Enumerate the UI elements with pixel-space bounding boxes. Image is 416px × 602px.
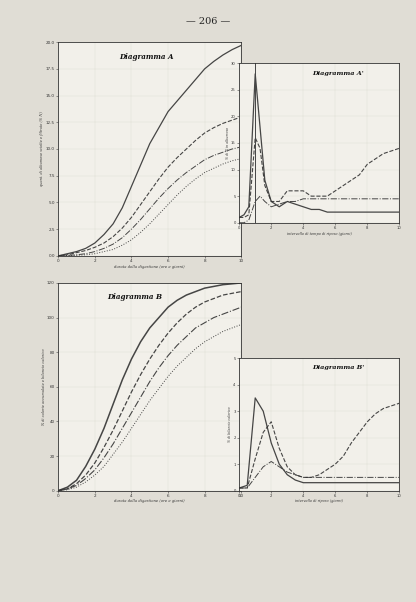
X-axis label: durata della digestione (ore e giorni): durata della digestione (ore e giorni) [114, 265, 185, 268]
Text: Diagramma A: Diagramma A [119, 53, 173, 61]
Y-axis label: N. di calorie accumulate e bilancio calorico: N. di calorie accumulate e bilancio calo… [42, 348, 46, 426]
X-axis label: intervallo di riposo (giorni): intervallo di riposo (giorni) [295, 500, 343, 503]
Text: Diagramma B: Diagramma B [108, 293, 163, 302]
Text: Diagramma B': Diagramma B' [312, 365, 365, 370]
Text: — 206 —: — 206 — [186, 17, 230, 26]
X-axis label: durata della digestione (ore e giorni): durata della digestione (ore e giorni) [114, 500, 185, 503]
Y-axis label: % di N in albumose: % di N in albumose [225, 127, 230, 159]
Text: Diagramma A': Diagramma A' [313, 71, 364, 76]
Y-axis label: quant. di albumose sciolte e filtrate (% N): quant. di albumose sciolte e filtrate (%… [40, 111, 44, 187]
X-axis label: intervallo di tempo di riposo (giorni): intervallo di tempo di riposo (giorni) [287, 232, 352, 235]
Y-axis label: % di bilancio calorico: % di bilancio calorico [228, 406, 232, 442]
